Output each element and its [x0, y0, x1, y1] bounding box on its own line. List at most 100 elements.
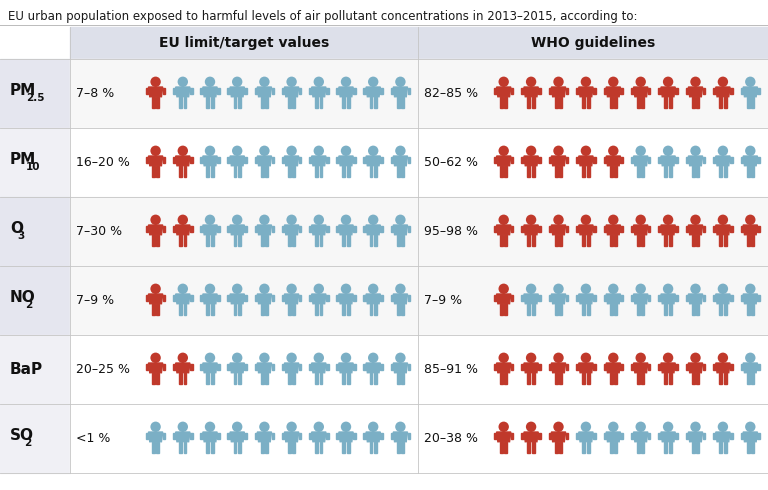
- Polygon shape: [347, 166, 349, 177]
- Polygon shape: [336, 88, 339, 94]
- Circle shape: [396, 284, 406, 294]
- FancyBboxPatch shape: [0, 404, 70, 473]
- Polygon shape: [315, 304, 318, 315]
- Polygon shape: [233, 373, 237, 384]
- Polygon shape: [579, 87, 593, 97]
- Polygon shape: [524, 156, 538, 166]
- Circle shape: [177, 146, 188, 156]
- Polygon shape: [576, 88, 579, 94]
- Polygon shape: [374, 235, 377, 246]
- Polygon shape: [631, 157, 634, 163]
- Polygon shape: [610, 166, 613, 177]
- Polygon shape: [686, 157, 688, 163]
- Circle shape: [368, 146, 379, 156]
- Polygon shape: [315, 235, 318, 246]
- Polygon shape: [675, 88, 678, 94]
- Polygon shape: [401, 304, 404, 315]
- Polygon shape: [524, 87, 538, 97]
- Polygon shape: [391, 157, 393, 163]
- FancyBboxPatch shape: [0, 128, 70, 197]
- Polygon shape: [312, 87, 326, 97]
- Circle shape: [151, 284, 161, 294]
- Polygon shape: [152, 373, 155, 384]
- Polygon shape: [272, 157, 274, 163]
- Circle shape: [368, 421, 379, 432]
- Polygon shape: [203, 432, 217, 442]
- Circle shape: [232, 421, 243, 432]
- Polygon shape: [353, 226, 356, 232]
- Polygon shape: [614, 166, 617, 177]
- Polygon shape: [319, 166, 323, 177]
- Polygon shape: [579, 432, 593, 442]
- Polygon shape: [610, 304, 613, 315]
- Polygon shape: [312, 156, 326, 166]
- Polygon shape: [207, 166, 209, 177]
- Polygon shape: [184, 304, 187, 315]
- Polygon shape: [261, 235, 263, 246]
- Polygon shape: [604, 88, 606, 94]
- Circle shape: [526, 215, 536, 225]
- Text: 16–20 %: 16–20 %: [76, 156, 130, 169]
- FancyBboxPatch shape: [70, 404, 418, 473]
- Polygon shape: [293, 373, 295, 384]
- Polygon shape: [184, 235, 187, 246]
- Polygon shape: [203, 294, 217, 304]
- Polygon shape: [319, 373, 323, 384]
- Polygon shape: [393, 156, 408, 166]
- Polygon shape: [203, 87, 217, 97]
- Polygon shape: [582, 442, 585, 453]
- Polygon shape: [401, 442, 404, 453]
- FancyBboxPatch shape: [418, 266, 768, 335]
- Polygon shape: [148, 294, 163, 304]
- Polygon shape: [713, 294, 716, 301]
- Polygon shape: [299, 294, 301, 301]
- Circle shape: [581, 421, 591, 432]
- Circle shape: [663, 215, 674, 225]
- Polygon shape: [391, 433, 393, 439]
- Polygon shape: [593, 294, 596, 301]
- Circle shape: [286, 284, 296, 294]
- Circle shape: [553, 215, 564, 225]
- Polygon shape: [190, 88, 193, 94]
- Polygon shape: [549, 364, 551, 370]
- Polygon shape: [157, 97, 159, 108]
- Polygon shape: [743, 225, 757, 235]
- Polygon shape: [217, 364, 220, 370]
- Polygon shape: [743, 87, 757, 97]
- Polygon shape: [179, 97, 182, 108]
- Polygon shape: [746, 442, 750, 453]
- Polygon shape: [549, 157, 551, 163]
- Polygon shape: [566, 364, 568, 370]
- Circle shape: [745, 353, 756, 363]
- Circle shape: [368, 284, 379, 294]
- Polygon shape: [393, 363, 408, 373]
- Circle shape: [151, 76, 161, 87]
- Polygon shape: [179, 166, 182, 177]
- Polygon shape: [532, 166, 535, 177]
- Polygon shape: [200, 433, 203, 439]
- Polygon shape: [217, 226, 220, 232]
- Polygon shape: [265, 373, 268, 384]
- Polygon shape: [401, 166, 404, 177]
- Polygon shape: [621, 294, 623, 301]
- Polygon shape: [538, 88, 541, 94]
- Polygon shape: [587, 442, 590, 453]
- Polygon shape: [257, 294, 272, 304]
- Polygon shape: [401, 373, 404, 384]
- Polygon shape: [664, 304, 667, 315]
- Polygon shape: [244, 88, 247, 94]
- Polygon shape: [582, 304, 585, 315]
- Polygon shape: [528, 97, 531, 108]
- Polygon shape: [293, 97, 295, 108]
- Polygon shape: [146, 88, 148, 94]
- Polygon shape: [511, 226, 514, 232]
- Polygon shape: [551, 363, 566, 373]
- Polygon shape: [282, 294, 284, 301]
- Circle shape: [259, 421, 270, 432]
- Polygon shape: [200, 294, 203, 301]
- Text: 7–30 %: 7–30 %: [76, 225, 122, 238]
- Polygon shape: [532, 97, 535, 108]
- Text: <1 %: <1 %: [76, 432, 111, 445]
- Polygon shape: [380, 88, 383, 94]
- Polygon shape: [152, 166, 155, 177]
